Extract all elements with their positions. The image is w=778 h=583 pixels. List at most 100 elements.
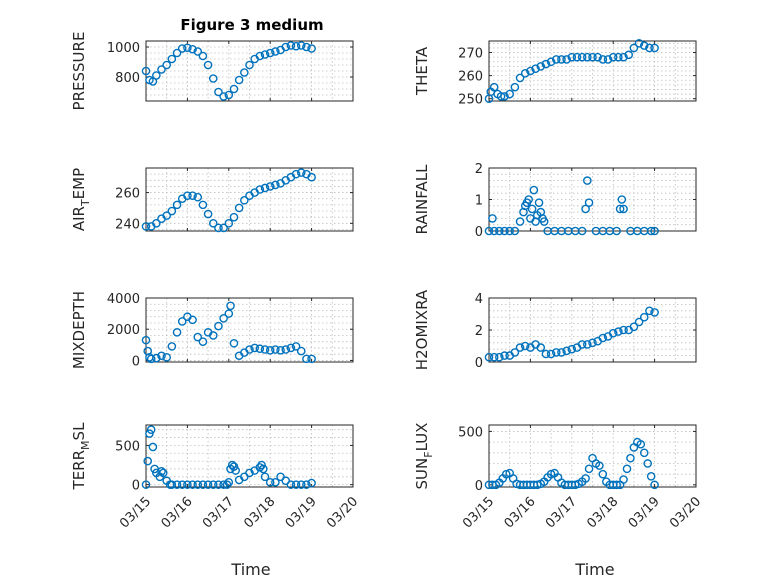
data-point xyxy=(614,327,623,336)
data-point xyxy=(510,226,520,236)
data-point xyxy=(622,464,632,474)
data-point xyxy=(636,439,646,449)
data-point xyxy=(203,209,213,219)
subplot-theta: 250 260 270 THETA xyxy=(413,39,697,108)
data-point xyxy=(531,64,540,73)
data-point xyxy=(265,345,275,355)
data-point xyxy=(260,183,270,193)
data-point xyxy=(245,60,254,70)
data-point xyxy=(500,226,509,236)
data-point xyxy=(177,480,187,489)
y-axis-label: TERRMSL xyxy=(70,422,92,491)
data-point xyxy=(562,346,571,356)
data-point xyxy=(219,223,228,233)
axes-box xyxy=(145,40,354,102)
data-point xyxy=(198,337,208,347)
x-tick-label: 03/16 xyxy=(502,494,539,531)
y-tick-label: 4000 xyxy=(107,292,140,307)
data-point xyxy=(615,204,625,214)
data-point xyxy=(595,461,604,470)
y-axis-label-main: AIR xyxy=(70,206,88,231)
data-point xyxy=(222,480,232,489)
data-point xyxy=(488,214,497,223)
axes-box xyxy=(145,297,354,363)
data-point xyxy=(645,306,654,316)
data-point xyxy=(510,348,520,357)
data-point xyxy=(520,69,530,78)
data-point xyxy=(265,477,275,487)
data-point xyxy=(162,60,171,70)
data-point xyxy=(188,315,197,325)
data-point xyxy=(152,71,161,80)
data-point xyxy=(639,41,649,50)
data-point xyxy=(188,480,197,489)
data-point xyxy=(572,52,582,62)
data-point xyxy=(177,44,187,53)
data-point xyxy=(276,345,285,355)
data-point xyxy=(307,44,316,53)
data-point xyxy=(634,317,644,327)
data-point xyxy=(515,217,525,226)
data-point xyxy=(296,480,306,489)
data-point xyxy=(619,52,628,62)
x-tick-label: 03/17 xyxy=(543,494,580,531)
y-tick-label: 1000 xyxy=(107,41,140,56)
data-point xyxy=(536,62,546,71)
y-axis-label-main: H2OMIXRA xyxy=(413,289,431,370)
data-point xyxy=(203,480,213,489)
data-point xyxy=(505,89,515,99)
data-point xyxy=(639,448,649,458)
data-point xyxy=(562,55,571,64)
data-point xyxy=(208,219,218,228)
data-point xyxy=(146,354,156,364)
data-point xyxy=(619,204,628,214)
data-point xyxy=(598,333,608,343)
data-point xyxy=(495,352,504,362)
data-point xyxy=(617,195,627,204)
data-point xyxy=(271,477,280,487)
data-point xyxy=(286,41,296,50)
y-tick-label: 260 xyxy=(115,187,140,202)
y-tick-label: 2000 xyxy=(107,323,140,338)
x-tick-label: 03/18 xyxy=(584,494,621,531)
data-point xyxy=(608,328,618,338)
data-point xyxy=(265,48,275,58)
data-point xyxy=(307,354,316,364)
y-axis-label-main: MIXDEPTH xyxy=(70,291,88,369)
y-tick-label: 500 xyxy=(458,425,483,440)
data-point xyxy=(302,354,311,364)
y-axis-label-main: TERR xyxy=(70,450,88,491)
data-point xyxy=(157,351,166,361)
data-point xyxy=(234,75,244,85)
data-point xyxy=(581,474,590,483)
data-point xyxy=(257,460,266,470)
data-point xyxy=(177,317,187,326)
data-point xyxy=(643,459,653,468)
data-point xyxy=(584,464,594,474)
data-point xyxy=(143,456,153,466)
data-point xyxy=(546,57,556,67)
y-axis-label-tail: LUX xyxy=(413,423,431,452)
y-axis-label: AIRTEMP xyxy=(70,168,92,231)
y-tick-label: 0 xyxy=(132,354,140,369)
data-point xyxy=(271,180,280,190)
data-point xyxy=(245,345,254,354)
data-point xyxy=(526,66,535,76)
data-point xyxy=(567,344,577,354)
data-point xyxy=(281,345,291,354)
data-point xyxy=(172,328,182,337)
y-axis-label: SUNFLUX xyxy=(413,423,435,490)
x-tick-label: 03/20 xyxy=(667,494,704,531)
data-point xyxy=(271,345,280,354)
y-axis-label-tail: SL xyxy=(70,422,88,441)
x-tick-label: 03/15 xyxy=(117,494,154,531)
subplot-sun: 0 500 03/15 03/16 03/17 03/18 03/19 03/20 SUNFLU… xyxy=(413,423,704,532)
data-point xyxy=(577,226,587,236)
data-point xyxy=(577,340,587,349)
data-point xyxy=(208,74,218,83)
data-point xyxy=(258,464,268,474)
data-point xyxy=(260,50,270,59)
y-axis-label-tail: EMP xyxy=(70,168,88,199)
data-point xyxy=(167,54,177,64)
